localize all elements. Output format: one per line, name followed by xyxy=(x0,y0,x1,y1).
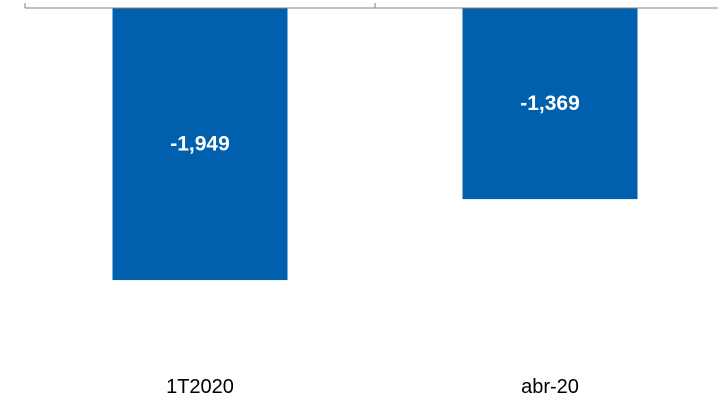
x-axis-ticks xyxy=(24,3,376,8)
data-label-1T2020: -1,949 xyxy=(170,133,230,156)
x-tick-label-abr-20: abr-20 xyxy=(521,376,579,398)
data-labels-group: -1,949 -1,369 xyxy=(170,92,580,155)
x-axis-tick-labels: 1T2020 abr-20 xyxy=(166,376,579,398)
bar-abr-20 xyxy=(462,8,638,200)
bars-group xyxy=(112,8,638,281)
bar-1T2020 xyxy=(112,8,288,281)
x-tick-label-1T2020: 1T2020 xyxy=(166,376,234,398)
data-label-abr-20: -1,369 xyxy=(520,92,580,115)
